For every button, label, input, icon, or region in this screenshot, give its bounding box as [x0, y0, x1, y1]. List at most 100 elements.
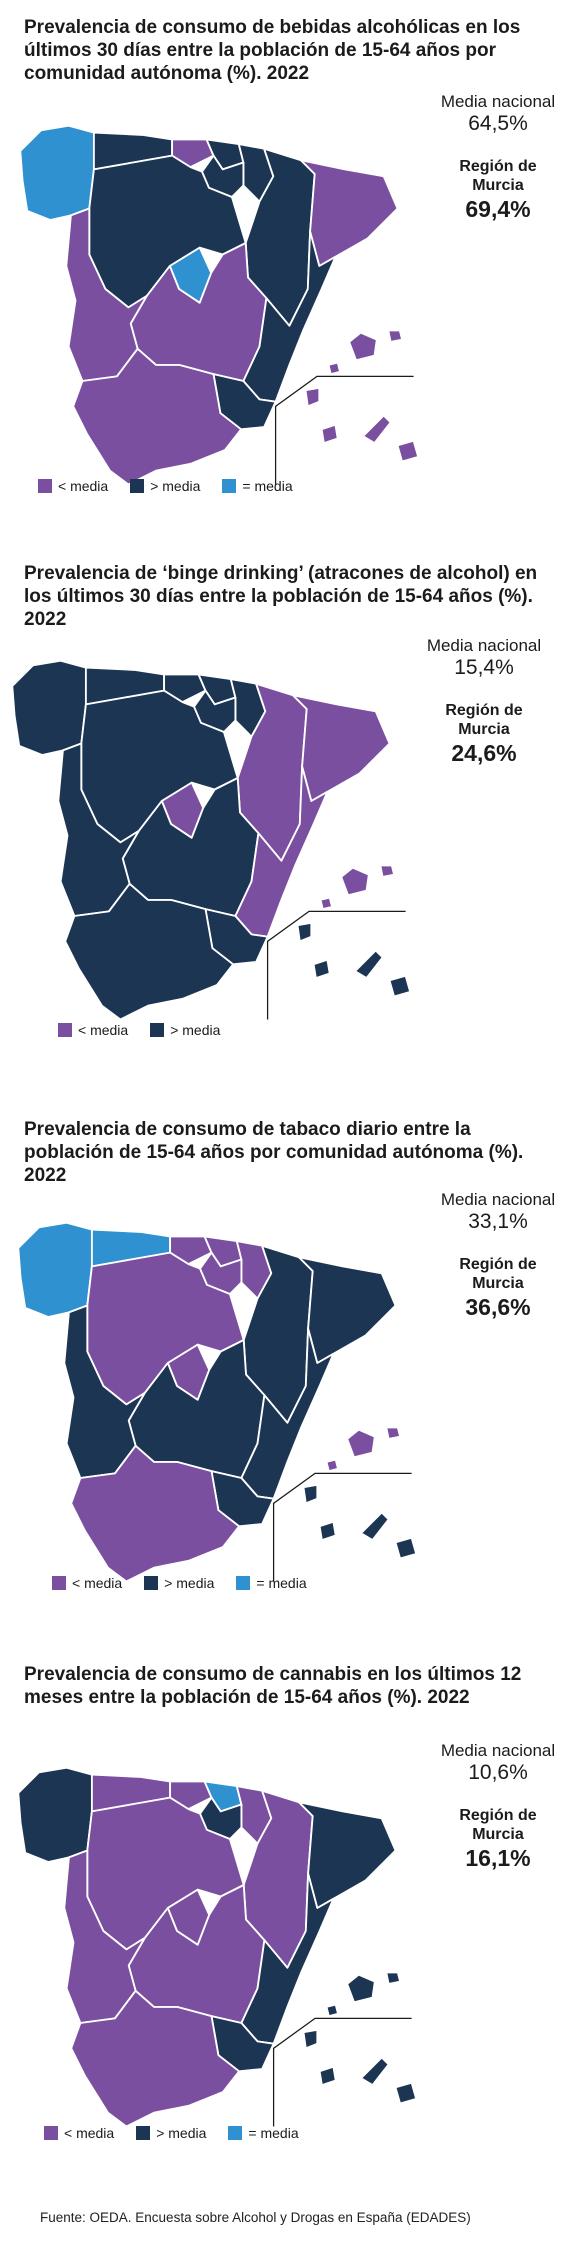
region-cataluna	[299, 159, 399, 267]
region-andalucia	[64, 882, 235, 1021]
spain-map	[11, 659, 410, 1021]
region-extremadura	[63, 1304, 146, 1479]
media-value: 10,6%	[468, 1761, 528, 1784]
legend-label: < media	[78, 1022, 129, 1038]
legend-item-above: > media	[150, 1022, 220, 1038]
region-galicia	[17, 1221, 93, 1318]
region-andalucia	[70, 1989, 241, 2128]
canarias-inset-frame	[272, 1472, 412, 1582]
media-value: 15,4%	[454, 656, 514, 679]
legend: < media > media = media	[38, 478, 293, 494]
region-label: Región de Murcia	[459, 1256, 537, 1292]
region-canarias	[302, 1483, 416, 1560]
region-value: 24,6%	[451, 740, 517, 766]
region-label: Región de Murcia	[459, 1807, 537, 1843]
region-baleares	[327, 329, 404, 376]
legend-label: = media	[242, 478, 293, 494]
media-label: Media nacional	[440, 1190, 556, 1209]
canarias-inset-frame	[274, 375, 414, 485]
legend-swatch	[150, 1023, 165, 1037]
legend-item-above: > media	[130, 478, 200, 494]
legend-label: > media	[156, 2125, 207, 2141]
legend-item-below: < media	[58, 1022, 128, 1038]
region-cantabria	[169, 1780, 213, 1811]
media-label: Media nacional	[440, 92, 556, 111]
region-andalucia	[72, 347, 243, 486]
legend-label: < media	[58, 478, 109, 494]
spain-map	[17, 1221, 416, 1583]
region-extremadura	[63, 1849, 146, 2024]
region-label: Región de Murcia	[459, 158, 537, 194]
map-title: Prevalencia de consumo de bebidas alcohó…	[24, 17, 521, 84]
spain-map	[17, 1766, 416, 2128]
stats-box: Media nacional 15,4% Región de Murcia 24…	[424, 636, 544, 767]
region-andalucia	[70, 1444, 241, 1583]
region-valencia	[240, 1327, 335, 1500]
stats-box: Media nacional 10,6% Región de Murcia 16…	[438, 1741, 558, 1872]
region-canarias	[302, 2028, 416, 2105]
legend-item-below: < media	[38, 478, 108, 494]
region-value: 36,6%	[465, 1294, 531, 1320]
legend-item-above: > media	[144, 1575, 214, 1591]
canarias-inset-frame	[266, 910, 406, 1020]
region-baleares	[325, 1426, 402, 1473]
region-cataluna	[297, 1801, 397, 1909]
legend-swatch	[228, 2126, 243, 2140]
region-valencia	[242, 230, 337, 403]
region-extremadura	[57, 742, 140, 917]
legend-item-below: < media	[44, 2125, 114, 2141]
region-extremadura	[65, 207, 148, 382]
region-canarias	[304, 386, 418, 463]
legend-item-above: > media	[136, 2125, 206, 2141]
legend-swatch	[222, 479, 237, 493]
region-value: 16,1%	[465, 1845, 531, 1871]
region-cataluna	[291, 694, 391, 802]
legend: < media > media	[58, 1022, 220, 1038]
region-baleares	[325, 1971, 402, 2018]
stats-box: Media nacional 33,1% Región de Murcia 36…	[438, 1190, 558, 1321]
map-title: Prevalencia de consumo de tabaco diario …	[24, 1119, 524, 1186]
media-label: Media nacional	[426, 636, 542, 655]
region-cataluna	[297, 1256, 397, 1364]
region-label: Región de Murcia	[445, 702, 523, 738]
legend-item-equal: = media	[222, 478, 293, 494]
legend-item-equal: = media	[236, 1575, 307, 1591]
region-cantabria	[171, 138, 215, 169]
map-title: Prevalencia de ‘binge drinking’ (atracon…	[24, 563, 538, 630]
legend-label: < media	[64, 2125, 115, 2141]
region-value: 69,4%	[465, 196, 531, 222]
legend-swatch	[58, 1023, 72, 1037]
region-galicia	[17, 1766, 93, 1863]
legend-swatch	[44, 2126, 58, 2140]
spain-map	[19, 124, 418, 486]
legend-swatch	[38, 479, 52, 493]
media-label: Media nacional	[440, 1741, 556, 1760]
legend-swatch	[130, 479, 145, 493]
legend-label: = media	[248, 2125, 299, 2141]
region-cantabria	[163, 673, 207, 704]
legend-swatch	[236, 1576, 251, 1590]
legend-label: > media	[164, 1575, 215, 1591]
legend-label: > media	[150, 478, 201, 494]
source-note: Fuente: OEDA. Encuesta sobre Alcohol y D…	[40, 2210, 471, 2225]
legend-label: < media	[72, 1575, 123, 1591]
map-panel-binge: Prevalencia de ‘binge drinking’ (atracon…	[0, 550, 576, 1050]
legend: < media > media = media	[52, 1575, 307, 1591]
canarias-inset-frame	[272, 2017, 412, 2127]
legend-label: = media	[256, 1575, 307, 1591]
region-valencia	[234, 765, 329, 938]
legend-item-below: < media	[52, 1575, 122, 1591]
map-title: Prevalencia de consumo de cannabis en lo…	[24, 1664, 522, 1708]
map-panel-cannabis: Prevalencia de consumo de cannabis en lo…	[0, 1655, 576, 2155]
region-galicia	[19, 124, 95, 221]
map-panel-tabaco: Prevalencia de consumo de tabaco diario …	[0, 1110, 576, 1610]
legend-swatch	[144, 1576, 159, 1590]
legend-item-equal: = media	[228, 2125, 299, 2141]
region-baleares	[319, 864, 396, 911]
legend-swatch	[52, 1576, 66, 1590]
region-cantabria	[169, 1235, 213, 1266]
media-value: 64,5%	[468, 112, 528, 135]
legend: < media > media = media	[44, 2125, 299, 2141]
legend-label: > media	[170, 1022, 221, 1038]
map-panel-alcohol: Prevalencia de consumo de bebidas alcohó…	[0, 0, 576, 500]
